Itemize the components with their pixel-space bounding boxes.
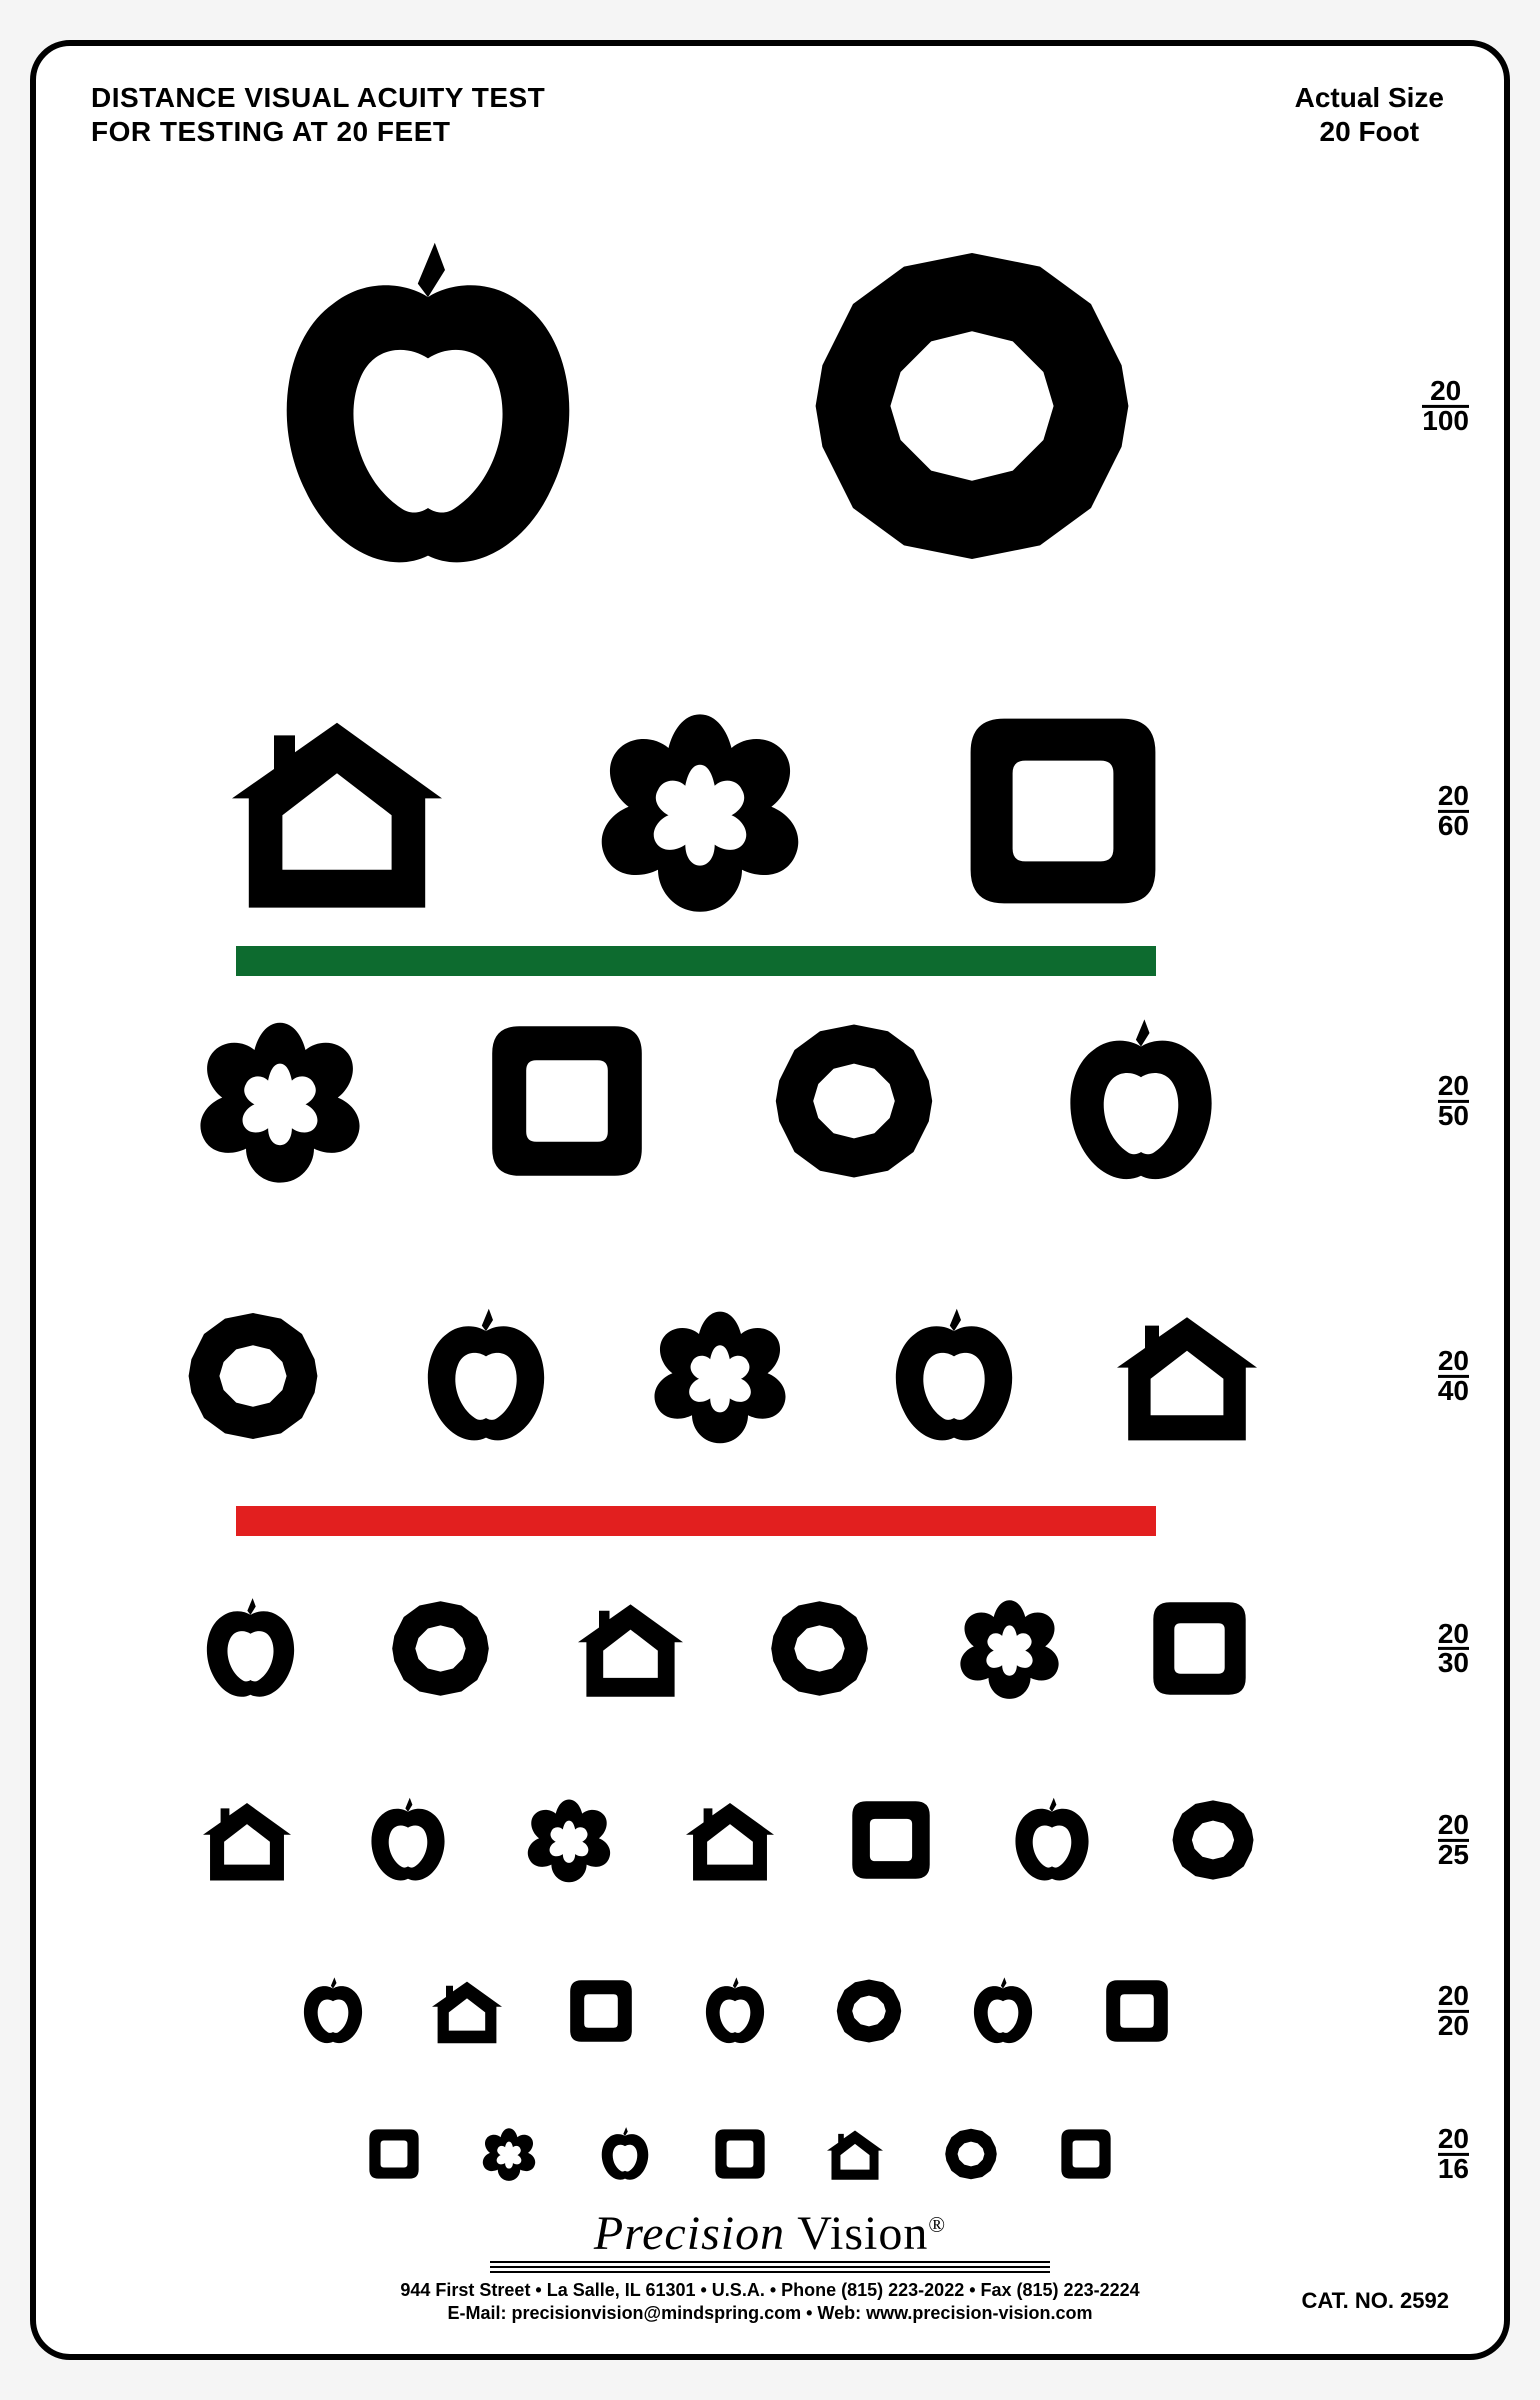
circle-icon: [1169, 1796, 1257, 1884]
apple-icon: [700, 1976, 770, 2046]
brand-word2: Vision: [797, 2207, 928, 2260]
circle-icon: [943, 2126, 999, 2182]
apple-icon: [298, 1976, 368, 2046]
header-right-line2: 20 Foot: [1295, 115, 1444, 149]
chart-rows: 20100 2060 2050 2040 2030 2025 2020 2016: [36, 176, 1504, 2224]
circle-icon: [834, 1976, 904, 2046]
chart-row: [136, 1016, 1284, 1186]
square-icon: [366, 2126, 422, 2182]
catalog-number: CAT. NO. 2592: [1301, 2288, 1449, 2314]
star-icon: [650, 1306, 790, 1446]
square-icon: [1102, 1976, 1172, 2046]
acuity-label: 2025: [1438, 1812, 1469, 1868]
header-left-line1: DISTANCE VISUAL ACUITY TEST: [91, 81, 545, 115]
square-icon: [958, 706, 1168, 916]
square-icon: [1058, 2126, 1114, 2182]
brand: Precision Vision®: [36, 2206, 1504, 2261]
apple-icon: [1056, 1016, 1226, 1186]
acuity-label: 2040: [1438, 1348, 1469, 1404]
acuity-label: 2020: [1438, 1983, 1469, 2039]
acuity-label: 2060: [1438, 783, 1469, 839]
apple-icon: [597, 2126, 653, 2182]
acuity-label: 2050: [1438, 1073, 1469, 1129]
apple-icon: [258, 236, 598, 576]
circle-icon: [388, 1596, 493, 1701]
square-icon: [1147, 1596, 1252, 1701]
star-icon: [525, 1796, 613, 1884]
chart-row: [156, 1596, 1294, 1701]
divider-bar: [236, 1506, 1156, 1536]
circle-icon: [769, 1016, 939, 1186]
house-icon: [686, 1796, 774, 1884]
star-icon: [481, 2126, 537, 2182]
header-left-line2: FOR TESTING AT 20 FEET: [91, 115, 545, 149]
star-icon: [957, 1596, 1062, 1701]
chart-row: [156, 236, 1244, 576]
chart-row: [336, 2126, 1144, 2182]
brand-word1: Precision: [594, 2207, 785, 2260]
acuity-label: 20100: [1422, 378, 1469, 434]
footer-line2: E-Mail: precisionvision@mindspring.com •…: [36, 2302, 1504, 2325]
star-icon: [195, 1016, 365, 1186]
circle-icon: [802, 236, 1142, 576]
square-icon: [482, 1016, 652, 1186]
chart-row: [166, 1796, 1294, 1884]
chart-row: [156, 706, 1244, 916]
brand-reg: ®: [928, 2212, 946, 2237]
footer: Precision Vision® 944 First Street • La …: [36, 2206, 1504, 2324]
header-left: DISTANCE VISUAL ACUITY TEST FOR TESTING …: [91, 81, 545, 148]
apple-icon: [884, 1306, 1024, 1446]
apple-icon: [968, 1976, 1038, 2046]
apple-icon: [1008, 1796, 1096, 1884]
eye-chart: DISTANCE VISUAL ACUITY TEST FOR TESTING …: [30, 40, 1510, 2360]
apple-icon: [416, 1306, 556, 1446]
star-icon: [595, 706, 805, 916]
house-icon: [432, 1976, 502, 2046]
footer-line1: 944 First Street • La Salle, IL 61301 • …: [36, 2279, 1504, 2302]
apple-icon: [198, 1596, 303, 1701]
circle-icon: [767, 1596, 872, 1701]
square-icon: [847, 1796, 935, 1884]
house-icon: [578, 1596, 683, 1701]
acuity-label: 2016: [1438, 2126, 1469, 2182]
house-icon: [203, 1796, 291, 1884]
chart-row: [136, 1306, 1304, 1446]
header-right-line1: Actual Size: [1295, 81, 1444, 115]
acuity-label: 2030: [1438, 1620, 1469, 1676]
square-icon: [712, 2126, 768, 2182]
divider-bar: [236, 946, 1156, 976]
header-right: Actual Size 20 Foot: [1295, 81, 1444, 148]
house-icon: [827, 2126, 883, 2182]
square-icon: [566, 1976, 636, 2046]
house-icon: [232, 706, 442, 916]
house-icon: [1117, 1306, 1257, 1446]
circle-icon: [183, 1306, 323, 1446]
chart-row: [266, 1976, 1204, 2046]
apple-icon: [364, 1796, 452, 1884]
